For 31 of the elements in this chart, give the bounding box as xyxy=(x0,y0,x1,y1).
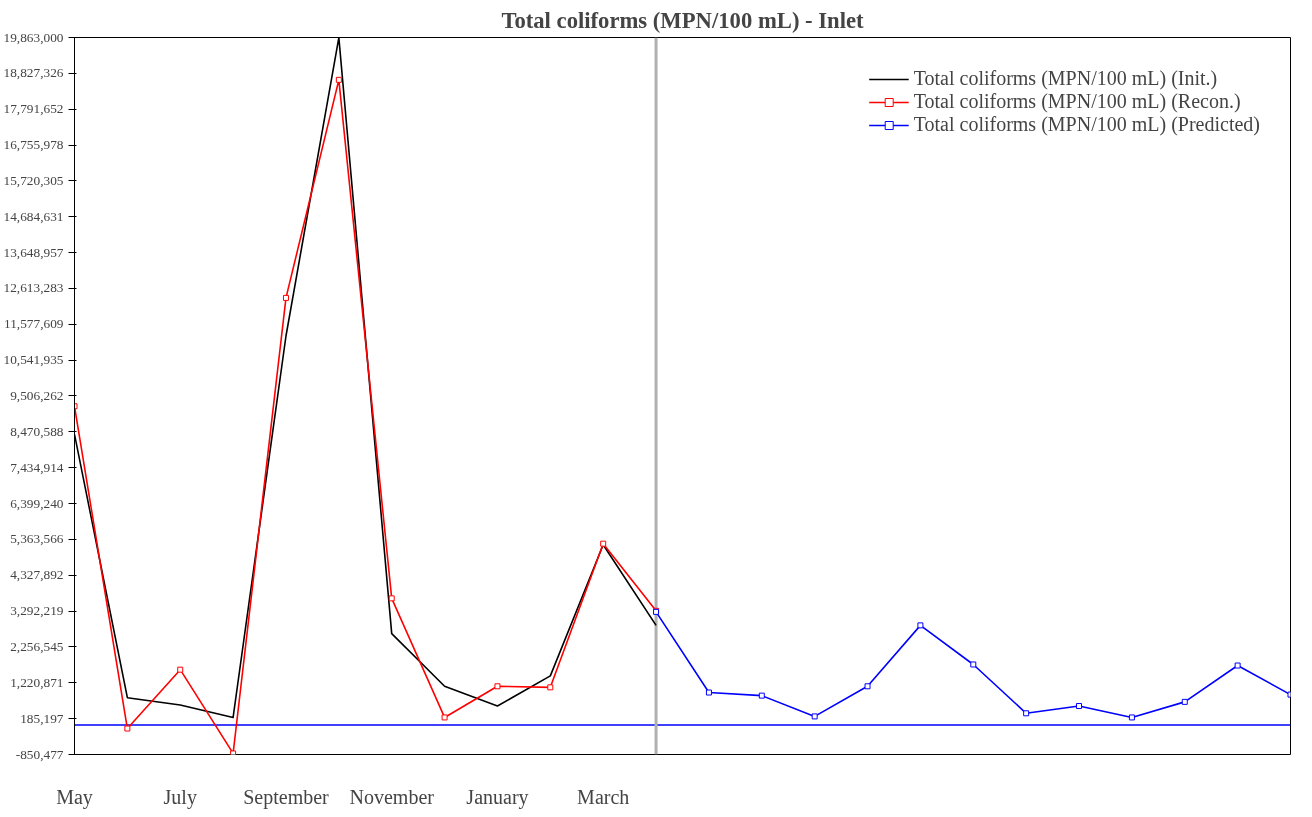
y-tick-label: 1,220,871 xyxy=(10,674,64,690)
x-tick-label: March xyxy=(577,785,630,808)
y-tick-label: 7,434,914 xyxy=(10,459,64,475)
x-tick-label: November xyxy=(349,785,435,808)
y-tick-label: 6,399,240 xyxy=(10,495,64,511)
y-tick-label: 10,541,935 xyxy=(3,352,64,368)
x-tick-label: May xyxy=(56,785,93,809)
legend-label: Total coliforms (MPN/100 mL) (Predicted) xyxy=(913,113,1260,136)
x-tick-label: January xyxy=(466,785,529,809)
legend-label: Total coliforms (MPN/100 mL) (Init.) xyxy=(913,67,1218,90)
y-tick-label: 185,197 xyxy=(20,710,64,726)
y-tick-label: 3,292,219 xyxy=(10,603,64,619)
y-tick-label: 8,470,588 xyxy=(10,423,64,439)
y-tick-label: 16,755,978 xyxy=(3,137,64,153)
y-tick-label: 5,363,566 xyxy=(10,531,64,547)
chart-title: Total coliforms (MPN/100 mL) - Inlet xyxy=(501,7,865,33)
x-tick-label: July xyxy=(163,785,197,809)
y-tick-label: 11,577,609 xyxy=(4,316,64,332)
x-tick-label: September xyxy=(243,785,330,809)
y-tick-label: -850,477 xyxy=(15,746,64,762)
y-tick-label: 15,720,305 xyxy=(3,172,64,188)
y-tick-label: 14,684,631 xyxy=(3,208,64,224)
y-tick-label: 9,506,262 xyxy=(10,388,64,403)
legend-label: Total coliforms (MPN/100 mL) (Recon.) xyxy=(913,90,1241,113)
y-tick-label: 18,827,326 xyxy=(3,65,64,81)
y-tick-label: 2,256,545 xyxy=(10,638,64,654)
y-tick-label: 12,613,283 xyxy=(3,280,64,296)
y-tick-label: 17,791,652 xyxy=(3,101,64,117)
y-tick-label: 4,327,892 xyxy=(10,567,64,583)
y-tick-label: 13,648,957 xyxy=(3,244,64,260)
y-tick-label: 19,863,000 xyxy=(3,29,64,45)
